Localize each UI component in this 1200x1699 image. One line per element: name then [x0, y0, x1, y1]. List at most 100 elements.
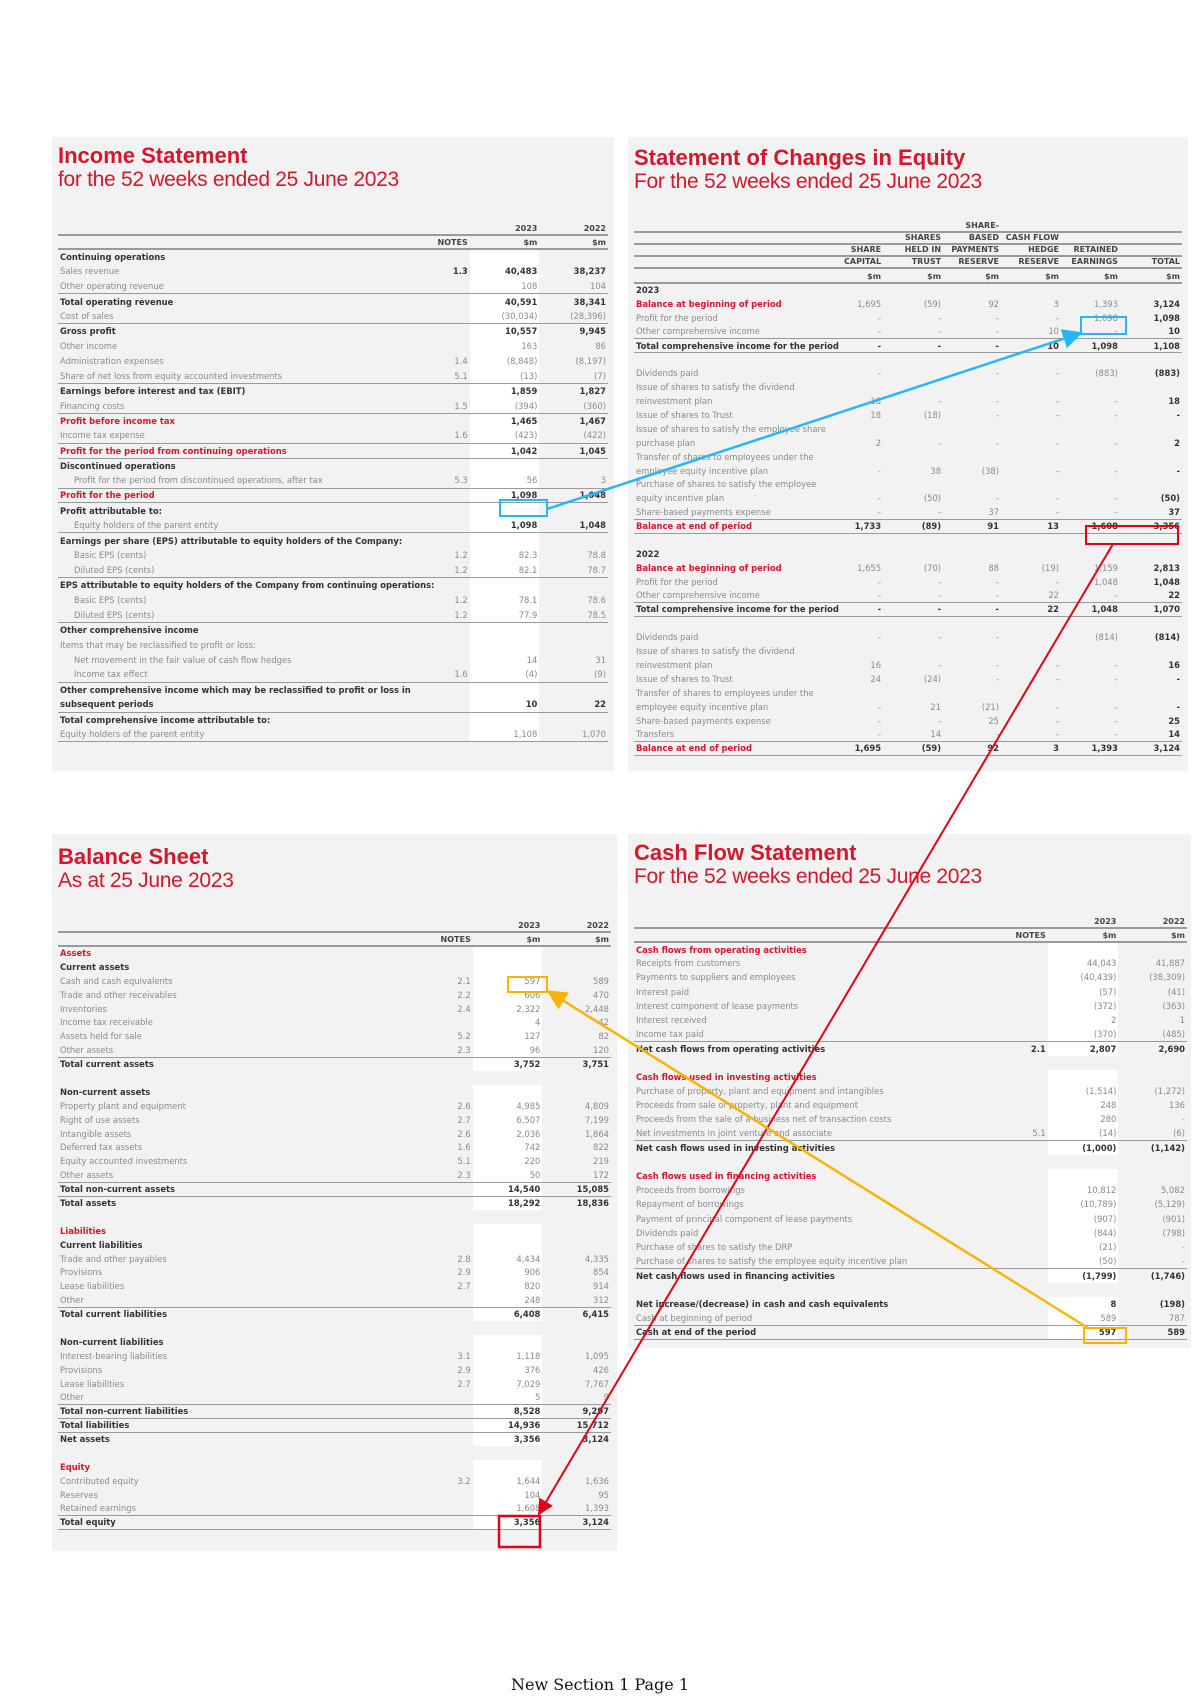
row-label: Issue of shares to satisfy the employee …	[636, 423, 826, 434]
value-2023	[473, 1071, 543, 1085]
row-label: Assets	[60, 948, 92, 959]
row-notes	[983, 1013, 1048, 1027]
row-value: 21	[930, 701, 942, 712]
notes-header	[409, 918, 473, 932]
value-2023	[472, 1237, 543, 1252]
row-notes: 1.6	[454, 430, 468, 441]
value-2023	[469, 502, 540, 518]
row-value: -	[1055, 465, 1059, 476]
value-2022: 1,070	[582, 729, 606, 740]
row-notes	[983, 1027, 1048, 1041]
header-spacer	[634, 928, 983, 942]
table-row: Equity holders of the parent entity 1,108…	[58, 727, 608, 742]
row-notes: 1.2	[454, 609, 468, 620]
row-notes: 2.6	[457, 1128, 471, 1139]
row-value	[837, 644, 883, 658]
row-label: Other comprehensive income	[636, 326, 760, 337]
row-value	[883, 422, 943, 436]
table-row: Right of use assets 2.7 6,507 7,199	[58, 1112, 611, 1127]
row-value	[837, 283, 883, 297]
table-row: Other assets 2.3 96 120	[58, 1043, 611, 1058]
equity-statement-panel: Statement of Changes in Equity For the 5…	[628, 137, 1188, 771]
row-label: Other comprehensive income	[636, 590, 760, 601]
table-row: Interest component of lease payments (372…	[634, 998, 1187, 1013]
table-row: Equity	[58, 1459, 611, 1474]
row-value: -	[937, 604, 942, 615]
row-value	[943, 422, 1001, 436]
row-label: Gross profit	[60, 326, 116, 337]
row-notes: 5.2	[457, 1031, 471, 1042]
row-label: Lease liabilities	[60, 1281, 125, 1292]
row-notes	[409, 1196, 473, 1210]
value-2022: 31	[595, 654, 606, 665]
row-label: Other assets	[60, 1044, 114, 1055]
table-row: 2022	[634, 547, 1182, 561]
row-value: 1,159	[1093, 562, 1118, 573]
row-notes: 2.1	[457, 975, 471, 986]
value-2023: (907)	[1047, 1211, 1119, 1226]
row-notes	[406, 249, 470, 264]
row-value: -	[878, 312, 882, 323]
row-value: 22	[1047, 604, 1059, 615]
row-label: EPS attributable to equity holders of th…	[60, 580, 435, 591]
row-value: 1,608	[1091, 521, 1118, 532]
row-label: Net cash flows from operating activities	[636, 1043, 826, 1054]
table-row: reinvestment plan 16 - - - - 16	[634, 658, 1182, 672]
row-value: -	[938, 632, 942, 643]
row-notes	[406, 697, 470, 712]
row-label: Interest received	[636, 1015, 707, 1026]
table-row: Issue of shares to satisfy the dividend	[634, 380, 1182, 394]
row-label: Proceeds from borrowings	[636, 1185, 745, 1196]
row-label: Deferred tax assets	[60, 1142, 143, 1153]
row-value: -	[877, 340, 882, 351]
value-2022	[539, 712, 608, 727]
value-2023: (394)	[469, 398, 540, 414]
value-2022: (1,746)	[1150, 1270, 1185, 1281]
table-row	[58, 1446, 611, 1460]
row-label: Income tax expense	[60, 430, 145, 441]
value-2023: 589	[1047, 1310, 1119, 1326]
row-label	[634, 616, 837, 630]
row-notes: 1.2	[454, 564, 468, 575]
value-2023: 163	[469, 338, 540, 354]
row-value: -	[1114, 590, 1118, 601]
row-value: -	[1055, 396, 1059, 407]
row-label: Interest-bearing liabilities	[60, 1350, 168, 1361]
row-notes	[406, 682, 470, 697]
row-label: Basic EPS (cents)	[74, 550, 147, 561]
table-row: Total comprehensive income for the perio…	[634, 338, 1182, 353]
value-2022: 6,415	[582, 1309, 610, 1320]
row-notes	[983, 1169, 1048, 1183]
row-value	[1001, 380, 1061, 394]
value-2023: 742	[472, 1140, 543, 1155]
row-value: (883)	[1095, 368, 1118, 379]
row-value	[1001, 352, 1061, 366]
table-row: Repayment of borrowings (10,789) (5,129)	[634, 1197, 1187, 1212]
row-value	[1061, 616, 1120, 630]
row-value: -	[1114, 465, 1118, 476]
row-label: Earnings before interest and tax (EBIT)	[60, 386, 246, 397]
table-row: reinvestment plan 18 - - - - 18	[634, 394, 1182, 408]
value-2023: 50	[472, 1168, 543, 1183]
row-value: 37	[1168, 506, 1180, 517]
row-notes	[409, 1293, 473, 1307]
row-value: (21)	[981, 701, 999, 712]
table-row: Total operating revenue 40,591 38,341	[58, 293, 608, 309]
row-value: -	[1114, 715, 1118, 726]
row-value	[1120, 686, 1182, 700]
table-row: Issue of shares to satisfy the employee …	[634, 422, 1182, 436]
row-label: Cash flows from operating activities	[636, 944, 807, 955]
column-header: $m	[867, 272, 882, 281]
value-2022: (8,197)	[575, 356, 606, 367]
row-value	[837, 352, 883, 366]
table-row: Total equity 3,356 3,124	[58, 1515, 611, 1530]
row-value	[883, 644, 943, 658]
row-value: (70)	[923, 562, 942, 573]
row-value: 2	[1174, 437, 1180, 448]
table-row: Cash flows used in financing activities	[634, 1169, 1187, 1184]
row-value: -	[878, 729, 882, 740]
row-notes	[406, 443, 470, 458]
row-value	[1061, 380, 1120, 394]
column-header	[1120, 244, 1182, 256]
row-label: Profit before income tax	[60, 416, 175, 427]
